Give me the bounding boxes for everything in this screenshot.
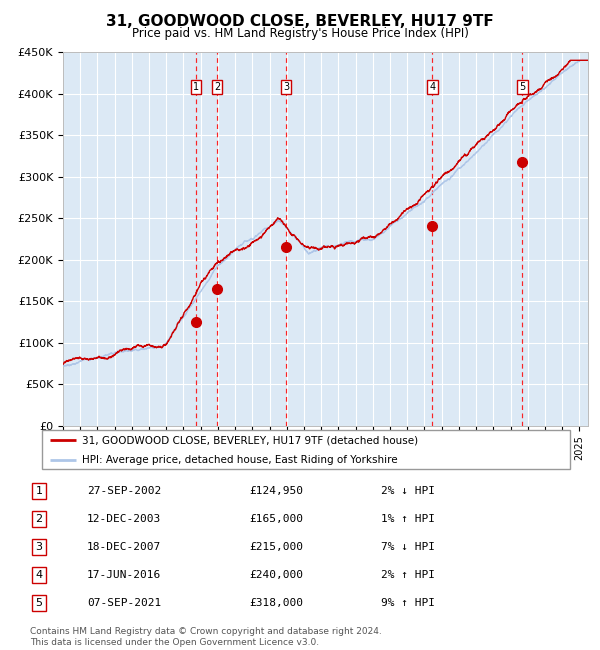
Text: 18-DEC-2007: 18-DEC-2007 xyxy=(87,542,161,552)
Text: 07-SEP-2021: 07-SEP-2021 xyxy=(87,598,161,608)
Text: HPI: Average price, detached house, East Riding of Yorkshire: HPI: Average price, detached house, East… xyxy=(82,454,397,465)
Text: 2: 2 xyxy=(214,82,220,92)
Text: 7% ↓ HPI: 7% ↓ HPI xyxy=(381,542,435,552)
Text: £318,000: £318,000 xyxy=(249,598,303,608)
Text: 1: 1 xyxy=(193,82,199,92)
Text: 31, GOODWOOD CLOSE, BEVERLEY, HU17 9TF: 31, GOODWOOD CLOSE, BEVERLEY, HU17 9TF xyxy=(106,14,494,29)
Text: 2: 2 xyxy=(35,514,43,524)
Text: 1: 1 xyxy=(35,486,43,496)
Text: 27-SEP-2002: 27-SEP-2002 xyxy=(87,486,161,496)
Text: 12-DEC-2003: 12-DEC-2003 xyxy=(87,514,161,524)
Text: Price paid vs. HM Land Registry's House Price Index (HPI): Price paid vs. HM Land Registry's House … xyxy=(131,27,469,40)
Text: 4: 4 xyxy=(35,570,43,580)
Text: 2% ↓ HPI: 2% ↓ HPI xyxy=(381,486,435,496)
Text: 1% ↑ HPI: 1% ↑ HPI xyxy=(381,514,435,524)
Text: 5: 5 xyxy=(35,598,43,608)
Text: Contains HM Land Registry data © Crown copyright and database right 2024.
This d: Contains HM Land Registry data © Crown c… xyxy=(30,627,382,647)
Text: 5: 5 xyxy=(519,82,526,92)
Text: £215,000: £215,000 xyxy=(249,542,303,552)
Text: 2% ↑ HPI: 2% ↑ HPI xyxy=(381,570,435,580)
Text: £124,950: £124,950 xyxy=(249,486,303,496)
Text: £165,000: £165,000 xyxy=(249,514,303,524)
Text: 9% ↑ HPI: 9% ↑ HPI xyxy=(381,598,435,608)
Text: 31, GOODWOOD CLOSE, BEVERLEY, HU17 9TF (detached house): 31, GOODWOOD CLOSE, BEVERLEY, HU17 9TF (… xyxy=(82,435,418,445)
Text: £240,000: £240,000 xyxy=(249,570,303,580)
Text: 4: 4 xyxy=(430,82,436,92)
Text: 3: 3 xyxy=(35,542,43,552)
Text: 17-JUN-2016: 17-JUN-2016 xyxy=(87,570,161,580)
Text: 3: 3 xyxy=(283,82,289,92)
